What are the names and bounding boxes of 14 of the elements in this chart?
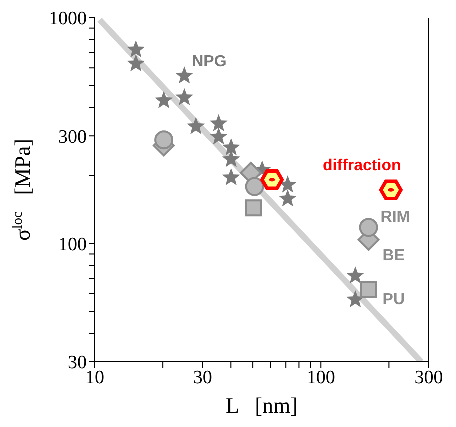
y-tick-label: 1000 [49,8,87,30]
series-label: diffraction [323,158,402,175]
y-tick-label: 30 [68,352,87,374]
y-tick-label: 100 [58,234,87,256]
series-label: RIM [380,209,410,226]
series-label: PU [382,291,406,308]
y-tick-label: 300 [58,126,87,148]
series-label: NPG [192,53,227,70]
x-tick-label: 300 [414,367,444,388]
series-label: BE [382,248,406,265]
x-axis-title: L [nm] [226,393,298,418]
x-tick-label: 100 [306,367,336,388]
x-tick-label: 10 [86,367,104,388]
x-tick-label: 30 [193,367,212,388]
